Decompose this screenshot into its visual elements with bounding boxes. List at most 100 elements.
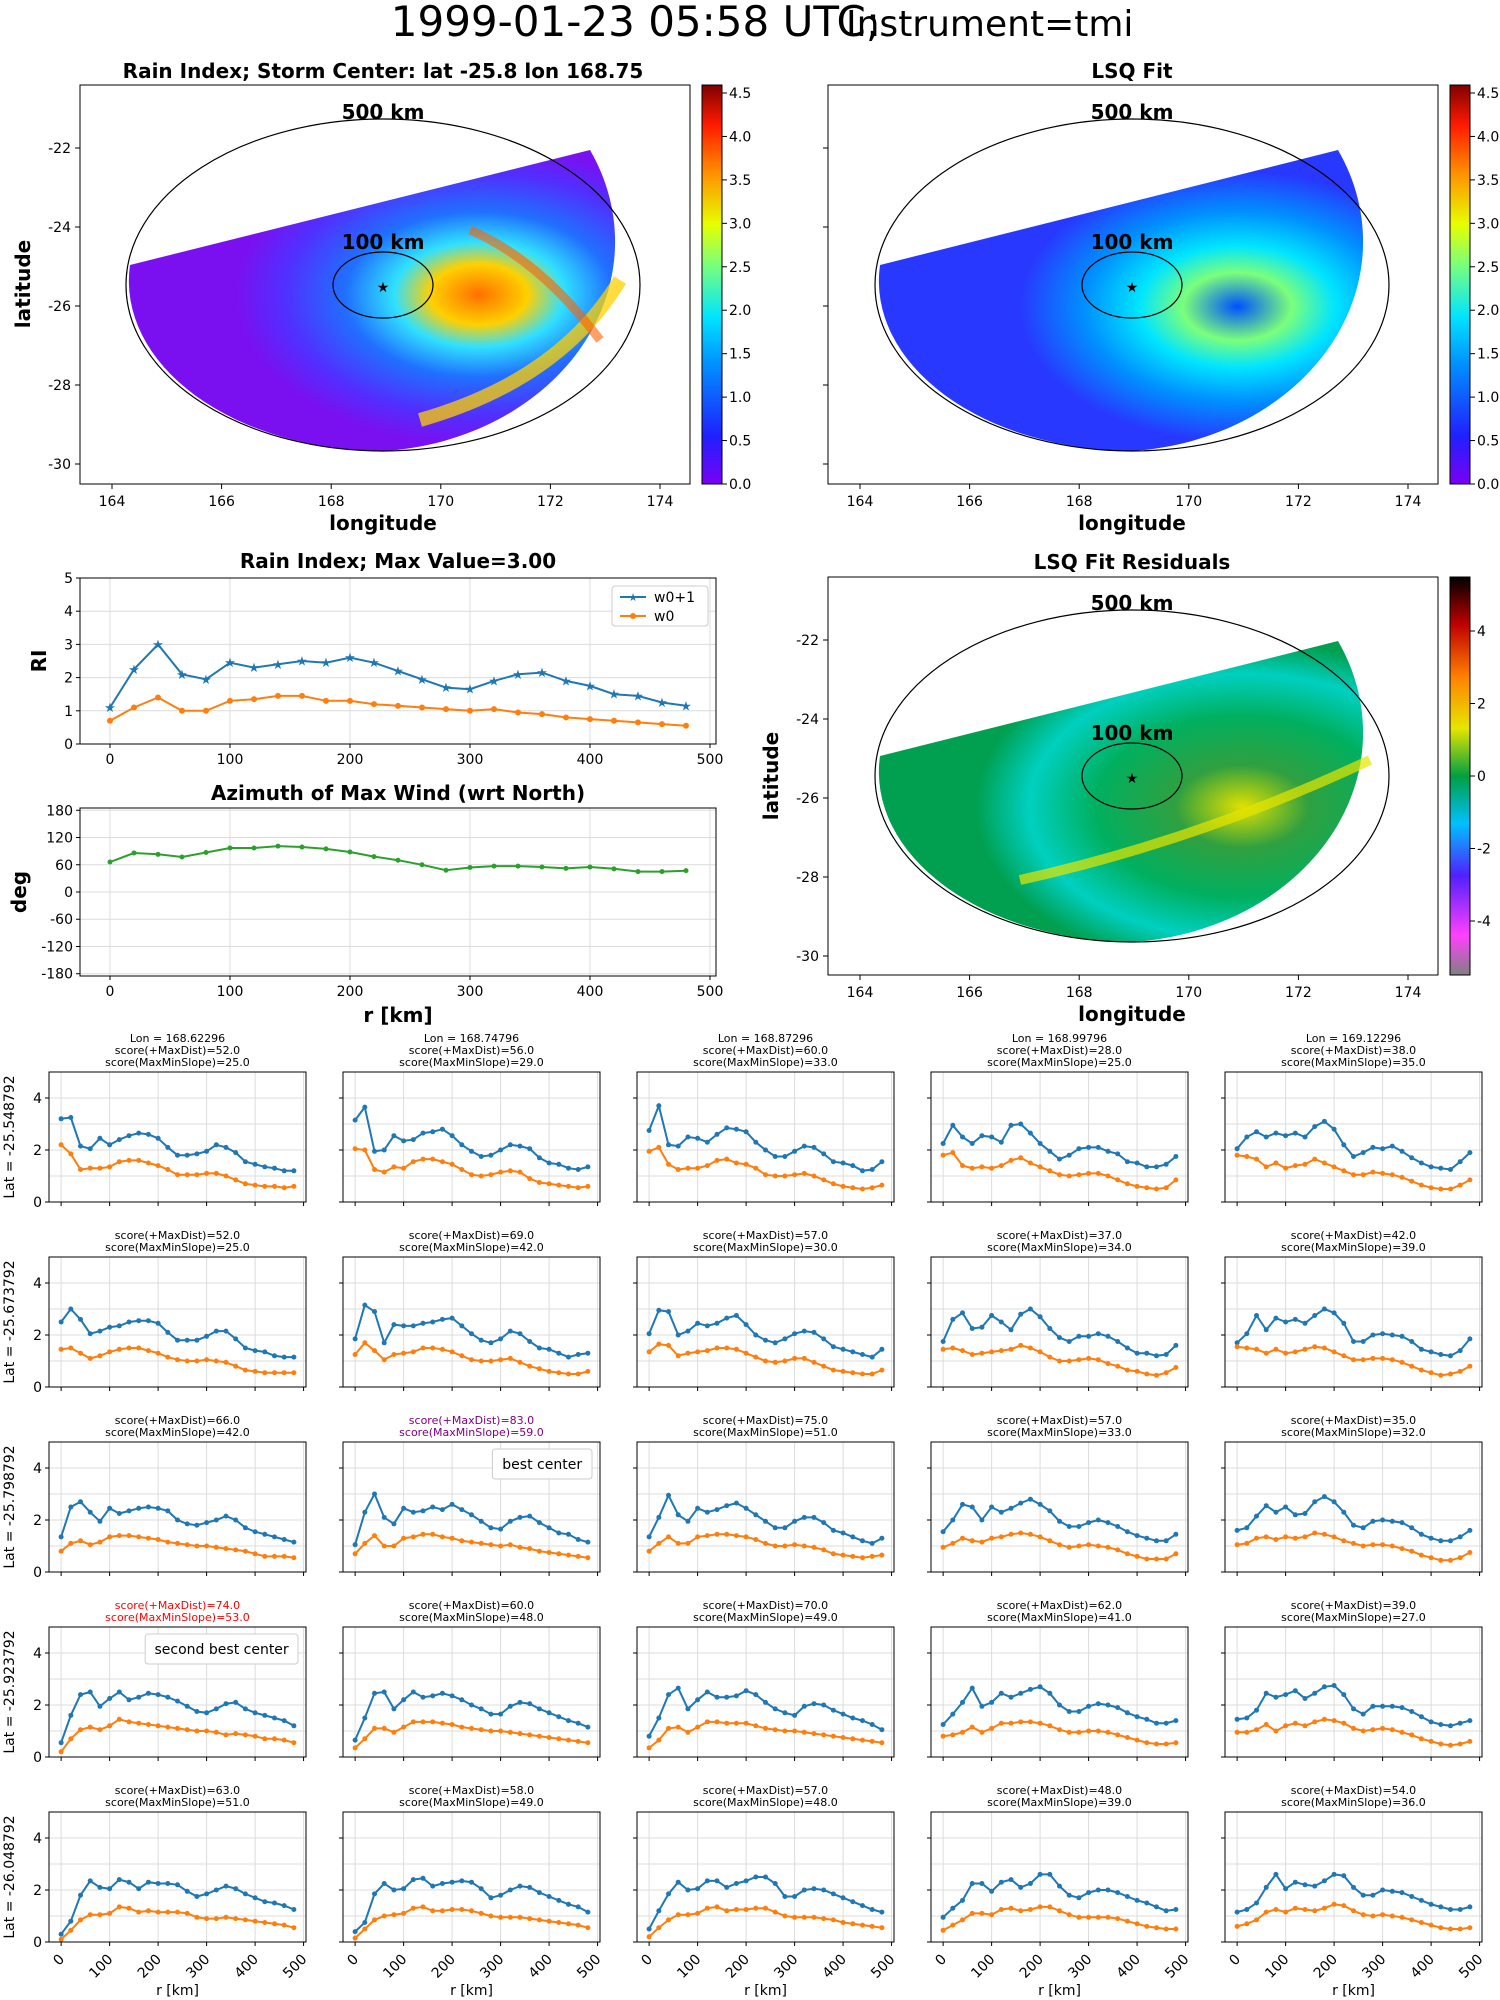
w0-point — [58, 1548, 64, 1554]
w0p1-point — [184, 1152, 190, 1158]
w0-point — [498, 1728, 504, 1734]
w0-point — [1418, 1552, 1424, 1558]
w0-point — [792, 1542, 798, 1548]
panel-frame — [342, 1811, 601, 1943]
w0-point — [1144, 1923, 1150, 1929]
w0p1-point: ★ — [440, 681, 452, 696]
w0p1-point — [724, 1694, 730, 1700]
w0p1-point — [1173, 1718, 1179, 1724]
w0-point — [116, 1904, 122, 1910]
panel-score-maxdist: score(+MaxDist)=56.0 — [409, 1044, 534, 1057]
w0-point — [87, 1355, 93, 1361]
w0-point — [1360, 1357, 1366, 1363]
w0p1-point — [439, 1507, 445, 1513]
w0-point — [675, 1353, 681, 1359]
panel-score-maxdist: score(+MaxDist)=83.0 — [409, 1414, 534, 1427]
w0-point — [204, 1357, 210, 1363]
w0p1-point — [1418, 1897, 1424, 1903]
w0p1-point — [145, 1504, 151, 1510]
w0p1-point — [1302, 1882, 1308, 1888]
w0p1-point — [107, 1696, 113, 1701]
w0-point — [850, 1553, 856, 1559]
w0-point — [675, 1167, 681, 1172]
w0-point — [1360, 1912, 1366, 1918]
w0p1-point — [145, 1690, 151, 1696]
w0p1-point — [116, 1689, 122, 1695]
w0p1-point — [1370, 1518, 1376, 1524]
colorbar-tick-label: 4.0 — [1477, 129, 1499, 145]
w0-point — [1360, 1543, 1366, 1549]
w0p1-point — [291, 1907, 297, 1912]
w0p1-point — [950, 1316, 956, 1322]
x-tick-label: 400 — [1114, 1952, 1144, 1982]
x-tick-label: 100 — [380, 1952, 410, 1982]
w0-point — [556, 1370, 562, 1376]
w0-point — [155, 694, 161, 701]
w0-point — [242, 1367, 248, 1373]
w0p1-point — [410, 1137, 416, 1143]
colorbar-tick-label: -2 — [1477, 842, 1491, 858]
w0-point — [469, 1539, 474, 1545]
w0-point — [1047, 1538, 1053, 1544]
w0-point — [1244, 1154, 1250, 1159]
w0-point — [850, 1736, 856, 1742]
panel-score-slope: score(MaxMinSlope)=33.0 — [693, 1056, 838, 1069]
w0-point — [1438, 1557, 1444, 1563]
y-tick-label: 2 — [33, 1143, 42, 1159]
w0p1-point: ★ — [248, 661, 260, 676]
w0p1-point — [165, 1144, 171, 1150]
colorbar-tick-label: 3.0 — [729, 216, 751, 232]
w0p1-point — [430, 1504, 436, 1510]
w0-point — [58, 1749, 64, 1755]
w0p1-point — [1399, 1520, 1405, 1526]
w0p1-point — [517, 1883, 523, 1889]
w0-point — [430, 1719, 436, 1725]
w0-point — [646, 1548, 652, 1554]
w0-point — [194, 1728, 200, 1734]
w0p1-point — [675, 1143, 681, 1149]
w0-point — [792, 1728, 798, 1734]
w0p1-point — [1066, 1339, 1072, 1344]
w0-point — [459, 1907, 465, 1912]
w0-point — [517, 1544, 523, 1550]
w0-point — [1134, 1368, 1140, 1374]
y-tick-label: 0 — [33, 1565, 42, 1581]
w0-point — [362, 1736, 368, 1742]
w0-point — [145, 1348, 151, 1354]
w0p1-point — [565, 1354, 571, 1360]
w0-point — [869, 1738, 875, 1744]
w0p1-point — [950, 1905, 956, 1911]
w0-point — [1292, 1349, 1298, 1355]
x-tick-label: 172 — [1285, 985, 1312, 1001]
lsq-fit-map-xlabel: longitude — [1078, 511, 1186, 535]
w0p1-point — [1105, 1333, 1111, 1339]
w0p1-point — [1027, 1306, 1033, 1312]
panel-score-slope: score(MaxMinSlope)=39.0 — [1281, 1241, 1426, 1254]
w0p1-point — [1467, 1527, 1473, 1533]
w0p1-point — [126, 1508, 132, 1514]
y-tick-label: 4 — [33, 1276, 42, 1292]
w0p1-point — [743, 1688, 749, 1694]
w0-point — [1283, 1165, 1289, 1171]
w0-point — [753, 1905, 759, 1911]
w0-point — [879, 1740, 885, 1746]
w0p1-point: ★ — [104, 701, 116, 716]
w0-point — [1134, 1921, 1140, 1927]
w0-point — [1370, 1542, 1376, 1548]
w0p1-point — [194, 1337, 200, 1343]
w0p1-point — [155, 1505, 161, 1511]
w0-point — [1380, 1542, 1386, 1548]
w0p1-point — [145, 1131, 151, 1137]
w0p1-point — [1047, 1690, 1053, 1696]
w0p1-point — [782, 1525, 788, 1531]
w0p1-point — [811, 1886, 817, 1892]
w0-point — [1018, 1530, 1024, 1536]
w0p1-point — [155, 1135, 161, 1141]
panel-score-slope: score(MaxMinSlope)=42.0 — [105, 1426, 250, 1439]
colorbar-tick-label: 0.5 — [729, 434, 751, 450]
colorbar-tick-label: 1.5 — [729, 347, 751, 363]
w0-point — [1037, 1904, 1043, 1910]
w0p1-point — [223, 1513, 229, 1519]
w0p1-point — [1144, 1164, 1150, 1170]
w0p1-point — [1457, 1907, 1463, 1912]
